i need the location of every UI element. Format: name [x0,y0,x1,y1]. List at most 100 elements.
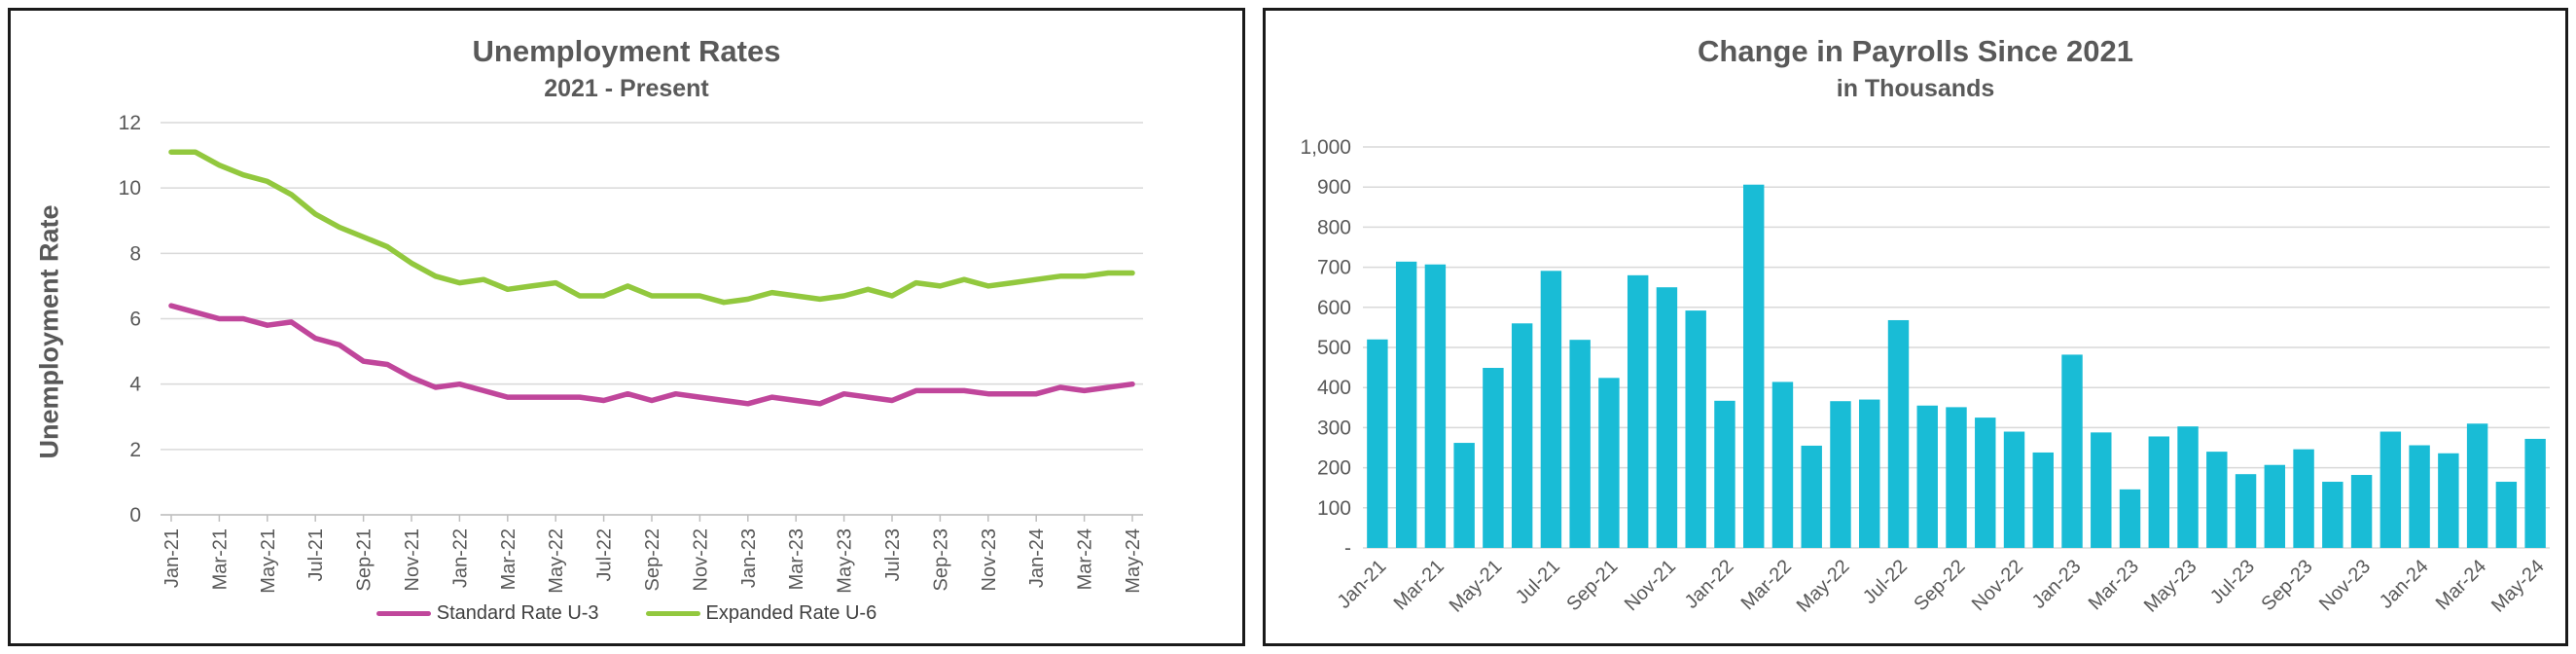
bar [2206,452,2228,548]
bar [2293,449,2314,548]
bar [1975,418,1996,548]
bar [2235,474,2257,548]
bar [1569,340,1591,548]
bar [1395,261,1417,548]
legend-swatch-u3 [376,611,431,616]
x-tick-label: May-21 [1446,556,1507,617]
bar [1598,378,1620,548]
x-tick-label: Jul-23 [2206,556,2259,608]
bar [1656,287,1678,548]
x-tick-label: Jan-22 [1681,556,1738,613]
y-tick-label: 10 [119,177,141,200]
x-tick-label: Nov-23 [2315,556,2375,615]
bar [2438,453,2459,548]
bar [2524,438,2546,548]
y-tick-label: 1,000 [1300,136,1351,159]
x-tick-label: Sep-22 [1910,556,1969,615]
bar [2322,482,2343,548]
bar [1714,400,1735,548]
x-tick-label: Nov-22 [1968,556,2027,615]
legend-item-u3: Standard Rate U-3 [376,602,599,625]
bar [2061,354,2083,548]
bar [1540,271,1562,548]
x-tick-label: Mar-21 [1390,556,1449,614]
bar [2003,431,2025,548]
bar [1801,445,1822,548]
bar [2264,464,2286,548]
chart-title: Change in Payrolls Since 2021 [1698,34,2133,68]
x-tick-label: Mar-21 [209,528,231,590]
x-tick-label: May-22 [1793,556,1854,617]
bar [1771,382,1794,548]
bar [2379,431,2402,548]
bar [2032,452,2054,548]
x-tick-label: Sep-22 [642,528,663,592]
payrolls-chart-panel: Change in Payrolls Since 2021 in Thousan… [1263,8,2568,646]
chart-subtitle: in Thousands [1836,75,1995,102]
bar [1483,368,1504,548]
y-tick-label: 200 [1317,457,1351,480]
y-tick-label: 2 [129,439,141,461]
x-tick-label: Mar-24 [1075,528,1096,590]
legend-item-u6: Expanded Rate U-6 [645,602,877,625]
bar [2350,475,2373,548]
bar [1742,184,1765,548]
legend-label-u6: Expanded Rate U-6 [705,602,877,624]
x-tick-label: Mar-22 [1737,556,1796,614]
y-tick-label: 800 [1317,216,1351,238]
x-tick-label: Jan-21 [161,528,183,588]
x-tick-label: Nov-23 [979,528,1000,591]
bar [2409,445,2430,548]
x-tick-label: Jul-21 [1512,556,1564,608]
x-tick-label: Jan-24 [2376,556,2433,613]
bar [2495,482,2518,548]
x-tick-label: Jul-22 [594,528,616,581]
legend-swatch-u6 [645,611,700,616]
x-tick-label: May-21 [258,528,279,594]
x-tick-label: Jul-21 [305,528,327,581]
bar [1627,274,1649,548]
series-line-u3 [168,303,1135,407]
x-tick-label: Nov-21 [402,528,423,591]
y-tick-label: 6 [129,309,141,331]
y-tick-label: 12 [119,112,141,134]
legend: Standard Rate U-3 Expanded Rate U-6 [11,602,1242,625]
unemployment-line-chart: 0 2 4 6 8 10 12 Jan-21 Mar-21 May-21 Jul-21 Sep-21 N… [119,112,1144,594]
chart-title: Unemployment Rates [472,34,781,68]
y-tick-label: 400 [1317,377,1351,399]
bar [2091,432,2112,548]
x-tick-label: May-24 [1123,528,1144,594]
legend-label-u3: Standard Rate U-3 [436,602,599,624]
y-tick-label: 8 [129,242,141,265]
bar [1367,339,1388,548]
bar [1887,319,1910,548]
bar [1916,405,1938,548]
x-tick-label: Jan-24 [1026,528,1048,588]
y-tick-label: 0 [129,504,141,527]
bar [2466,423,2488,548]
bar [1830,401,1851,548]
x-tick-label: Jan-21 [1334,556,1391,613]
bar [1859,399,1880,548]
x-tick-label: Nov-21 [1621,556,1680,615]
x-tick-label: May-22 [546,528,567,594]
x-tick-label: Jan-23 [738,528,760,588]
x-tick-label: Mar-22 [498,528,519,590]
bar [1424,264,1447,548]
unemployment-chart-panel: Unemployment Rates 2021 - Present Unempl… [8,8,1245,646]
x-tick-label: May-24 [2487,556,2549,617]
bar [1685,310,1706,548]
y-tick-label: 500 [1317,337,1351,359]
bar [1946,407,1967,548]
x-tick-label: Sep-21 [354,528,376,592]
x-tick-label: Sep-21 [1562,556,1622,615]
y-tick-label: 700 [1317,257,1351,279]
y-tick-label: 100 [1317,497,1351,520]
bar [1453,443,1475,548]
x-tick-label: May-23 [835,528,856,594]
y-tick-label: - [1344,537,1351,560]
x-tick-label: Jan-23 [2028,556,2086,613]
series-line-u6 [168,149,1135,306]
x-tick-label: Nov-22 [690,528,711,591]
